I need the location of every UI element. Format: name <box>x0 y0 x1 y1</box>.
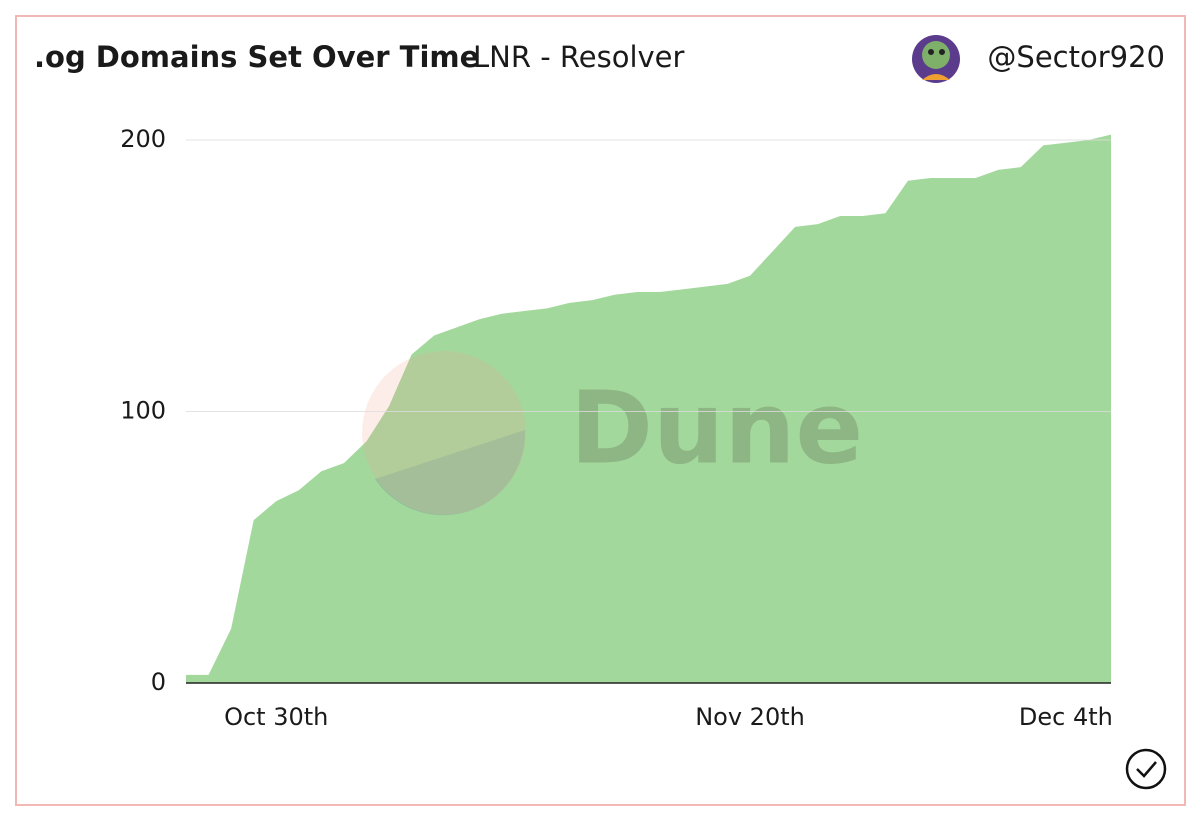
author: @Sector920 <box>987 40 1165 74</box>
chart-subtitle: LNR - Resolver <box>473 40 685 74</box>
y-tick-label: 100 <box>120 397 166 425</box>
watermark: Dune <box>362 351 863 516</box>
x-tick-label: Nov 20th <box>695 703 805 731</box>
y-tick-label: 200 <box>120 125 166 153</box>
x-tick-label: Dec 4th <box>1019 703 1113 731</box>
plot-area <box>186 134 1111 683</box>
y-tick-label: 0 <box>151 668 166 696</box>
avatar <box>912 35 960 83</box>
watermark-text: Dune <box>570 369 863 486</box>
check-icon[interactable] <box>1125 748 1167 790</box>
area <box>186 134 1111 683</box>
chart-title: .og Domains Set Over Time <box>34 40 479 74</box>
x-tick-label: Oct 30th <box>224 703 328 731</box>
